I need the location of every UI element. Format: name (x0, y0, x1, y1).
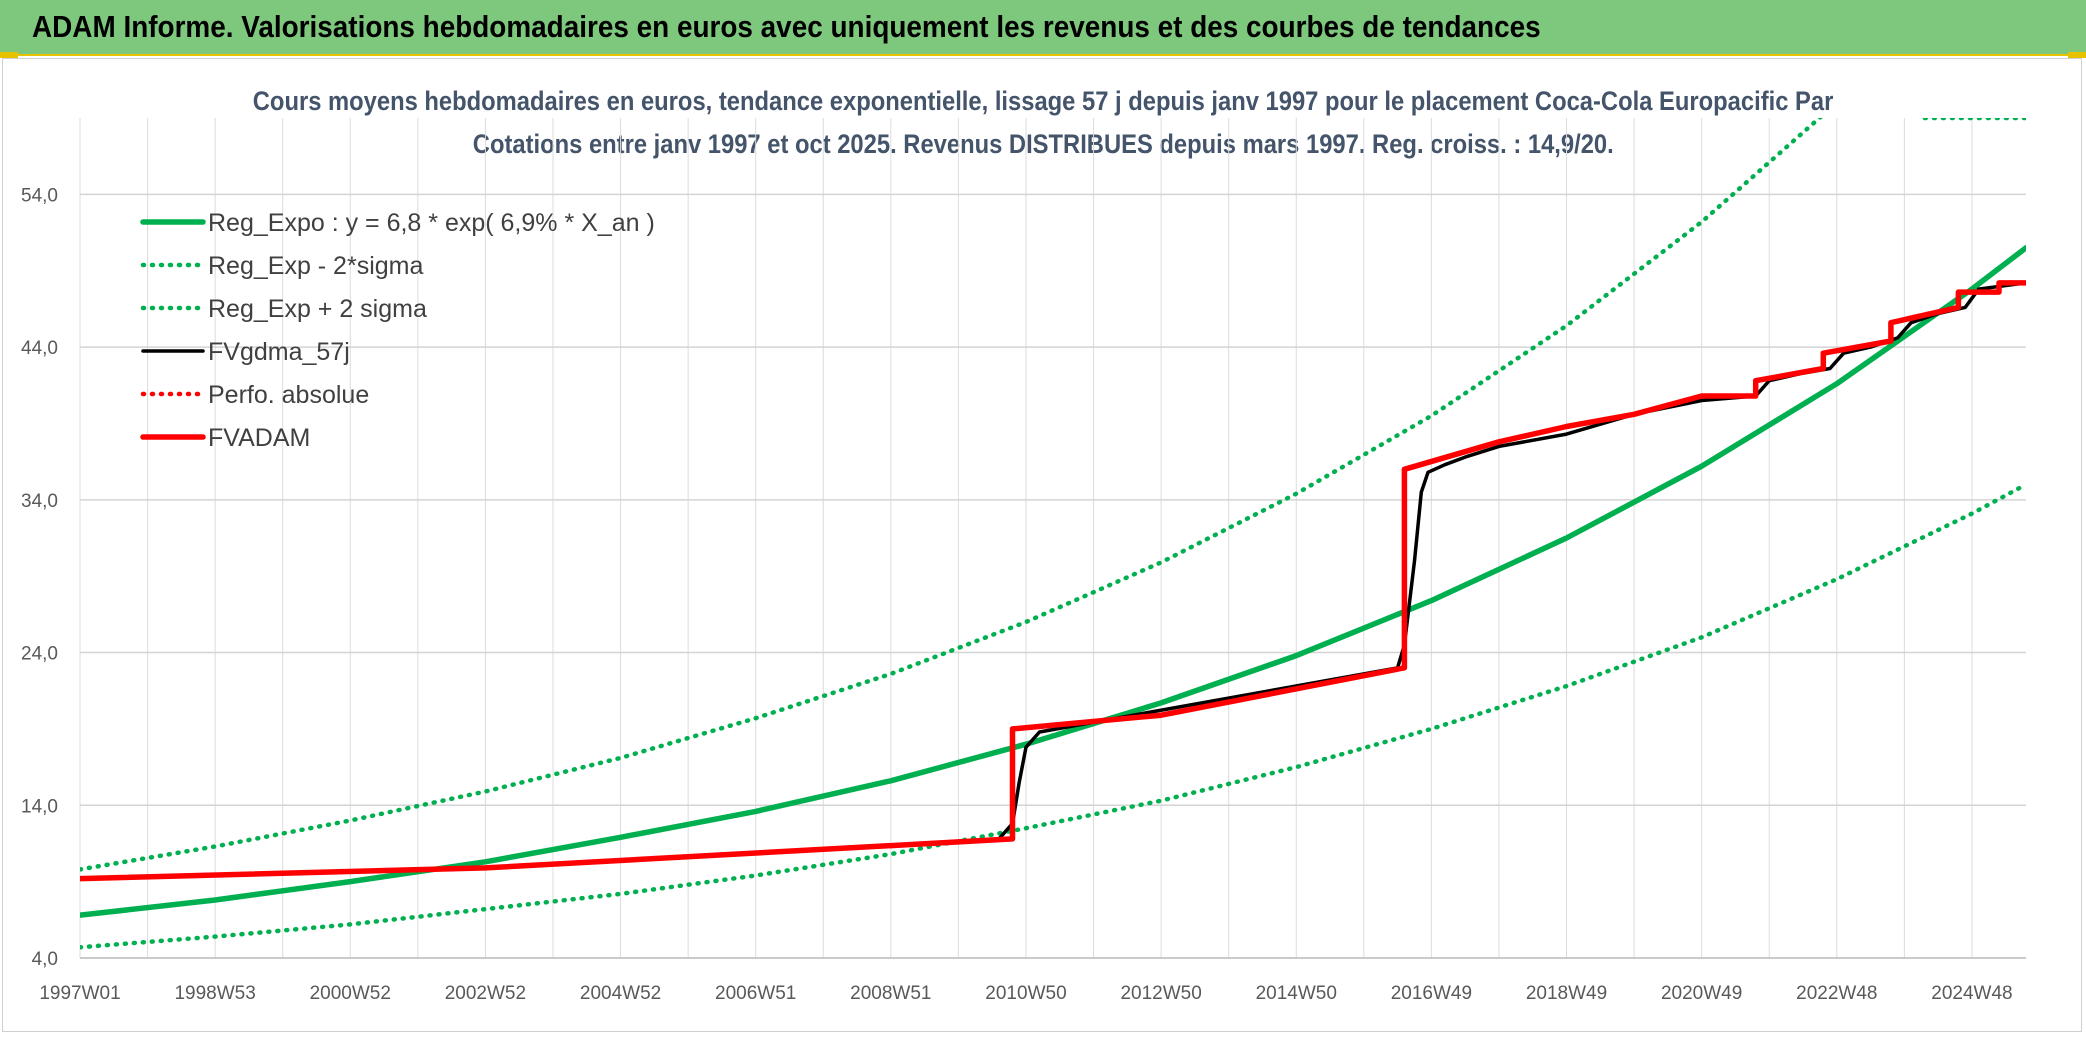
report-banner: ADAM Informe. Valorisations hebdomadaire… (0, 0, 2086, 56)
series-line (80, 281, 2026, 881)
x-tick-label: 2002W52 (445, 983, 526, 1004)
chart-title-line1: Cours moyens hebdomadaires en euros, ten… (0, 86, 2086, 117)
report-title: ADAM Informe. Valorisations hebdomadaire… (32, 9, 1541, 44)
legend-label: FVADAM (208, 424, 310, 452)
legend-label: FVgdma_57j (208, 338, 350, 366)
chart-title-text-1: Cours moyens hebdomadaires en euros, ten… (252, 86, 1834, 116)
legend-label: Reg_Exp - 2*sigma (208, 252, 423, 280)
y-tick-label: 44,0 (21, 338, 58, 359)
chart-title-text-2: Cotations entre janv 1997 et oct 2025. R… (472, 129, 1614, 159)
corner-mark-right (2068, 52, 2086, 58)
x-tick-label: 2014W50 (1256, 983, 1337, 1004)
x-tick-label: 2018W49 (1526, 983, 1607, 1004)
x-tick-label: 2024W48 (1931, 983, 2012, 1004)
x-tick-label: 2006W51 (715, 983, 796, 1004)
corner-mark-left (0, 52, 18, 58)
chart-title-line2: Cotations entre janv 1997 et oct 2025. R… (0, 129, 2086, 160)
x-tick-label: 2010W50 (985, 983, 1066, 1004)
x-tick-label: 1997W01 (39, 983, 120, 1004)
x-tick-label: 2020W49 (1661, 983, 1742, 1004)
series-line (80, 118, 2026, 872)
series-line (80, 482, 2026, 950)
x-tick-label: 2016W49 (1391, 983, 1472, 1004)
y-tick-label: 4,0 (32, 949, 58, 970)
y-tick-label: 54,0 (21, 185, 58, 206)
x-tick-label: 2004W52 (580, 983, 661, 1004)
x-tick-label: 2022W48 (1796, 983, 1877, 1004)
x-tick-label: 1998W53 (174, 983, 255, 1004)
x-tick-label: 2008W51 (850, 983, 931, 1004)
y-tick-label: 24,0 (21, 644, 58, 665)
series-line (80, 280, 2026, 882)
legend-label: Reg_Expo : y = 6,8 * exp( 6,9% * X_an ) (208, 209, 655, 237)
x-tick-label: 2012W50 (1120, 983, 1201, 1004)
y-tick-label: 34,0 (21, 491, 58, 512)
x-tick-label: 2000W52 (310, 983, 391, 1004)
legend-label: Reg_Exp + 2 sigma (208, 295, 427, 323)
chart-frame (2, 58, 2082, 1032)
legend-label: Perfo. absolue (208, 381, 369, 409)
y-tick-label: 14,0 (21, 796, 58, 817)
